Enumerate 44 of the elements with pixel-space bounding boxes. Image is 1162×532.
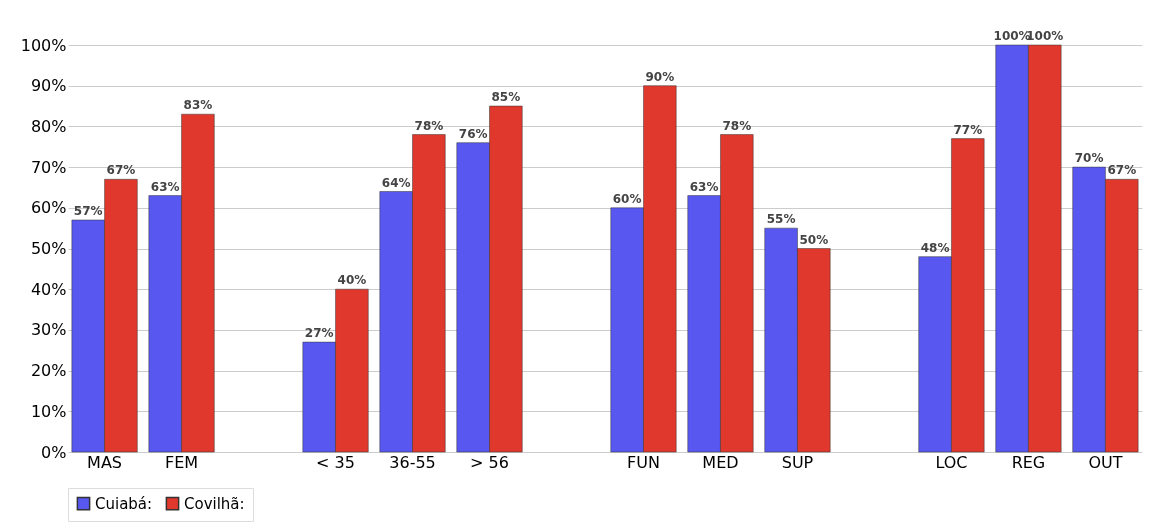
data-label: 78% [414,118,444,133]
x-tick-label: REG [1011,452,1046,472]
data-label: 57% [73,204,103,219]
x-tick-label: LOC [935,452,968,472]
data-label: 50% [799,232,829,247]
data-label: 76% [458,126,488,141]
x-tick-label: SUP [781,452,814,472]
y-tick-label: 10% [30,401,67,421]
data-label: 77% [953,122,983,137]
data-label: 63% [150,179,180,194]
y-tick-label: 0% [41,442,67,462]
y-tick-label: 100% [20,35,67,55]
data-label: 48% [920,240,950,255]
x-tick-label: FUN [627,452,660,472]
data-label: 55% [766,212,796,227]
y-tick-label: 60% [30,198,67,218]
legend-label: Cuiabá: [95,494,153,513]
data-label: 90% [645,69,675,84]
data-label: 63% [689,179,719,194]
y-tick-label: 50% [30,239,67,258]
x-tick-label: FEM [165,452,199,472]
data-label: 67% [106,163,136,178]
y-tick-label: 70% [30,157,67,177]
legend-label: Covilhã: [184,494,245,513]
y-tick-label: 40% [30,279,67,299]
data-label: 85% [491,90,521,105]
y-tick-label: 80% [30,116,67,136]
x-tick-label: MAS [87,452,123,472]
data-label: 78% [722,118,752,133]
y-tick-label: 90% [30,76,67,96]
y-tick-label: 20% [30,361,67,381]
x-tick-label: MED [702,452,739,472]
data-label: 40% [337,273,367,288]
data-label: 27% [304,326,334,341]
y-tick-label: 30% [30,320,67,340]
data-label: 70% [1074,151,1104,166]
data-label: 83% [183,98,213,113]
data-label: 67% [1107,163,1137,178]
data-label: 60% [612,191,642,206]
x-tick-label: < 35 [316,452,355,472]
x-tick-label: > 56 [470,452,509,472]
x-tick-label: OUT [1088,452,1123,472]
data-label: 64% [381,175,411,190]
x-tick-label: 36-55 [389,452,436,472]
